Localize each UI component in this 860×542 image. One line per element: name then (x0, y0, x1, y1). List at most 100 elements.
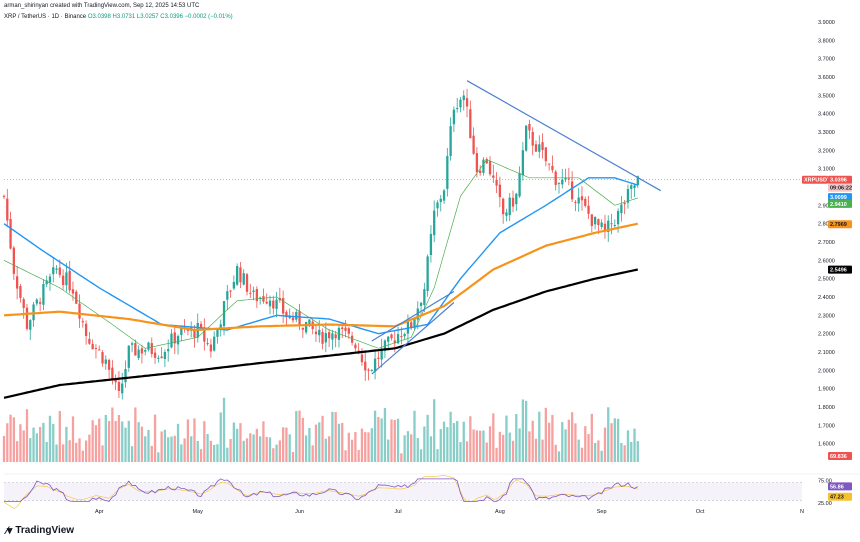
tradingview-brand[interactable]: ⁄▾ TradingView (6, 524, 74, 537)
candle-body[interactable] (607, 220, 610, 233)
candle-body[interactable] (124, 369, 127, 383)
candle-body[interactable] (584, 198, 587, 206)
candle-body[interactable] (71, 289, 75, 294)
candle-body[interactable] (137, 349, 140, 359)
ascending-channel-line[interactable] (371, 290, 455, 342)
candle-body[interactable] (94, 347, 98, 349)
candle-body[interactable] (590, 214, 593, 226)
candle-body[interactable] (78, 303, 81, 319)
candle-body[interactable] (364, 361, 367, 371)
candle-body[interactable] (12, 247, 16, 274)
candle-body[interactable] (469, 109, 472, 139)
candle-body[interactable] (567, 178, 570, 180)
candle-body[interactable] (176, 336, 180, 345)
candle-body[interactable] (636, 176, 639, 185)
candle-body[interactable] (249, 292, 252, 294)
candle-body[interactable] (213, 336, 216, 351)
candle-body[interactable] (84, 323, 88, 337)
candle-body[interactable] (456, 108, 459, 110)
candle-body[interactable] (393, 340, 396, 344)
candle-body[interactable] (61, 275, 65, 285)
candle-body[interactable] (452, 109, 456, 125)
candle-body[interactable] (626, 189, 630, 203)
candle-body[interactable] (331, 333, 334, 340)
candle-body[interactable] (48, 276, 52, 283)
candle-body[interactable] (561, 179, 564, 185)
candle-body[interactable] (574, 201, 577, 203)
candle-body[interactable] (630, 185, 633, 190)
candle-body[interactable] (511, 197, 515, 207)
candle-body[interactable] (449, 126, 452, 157)
candle-body[interactable] (429, 233, 433, 255)
candle-body[interactable] (68, 270, 71, 291)
candle-body[interactable] (153, 352, 157, 358)
candle-body[interactable] (173, 332, 176, 344)
candle-body[interactable] (426, 256, 429, 291)
candle-body[interactable] (19, 286, 22, 298)
candle-body[interactable] (193, 329, 196, 338)
candle-body[interactable] (528, 123, 531, 131)
candle-body[interactable] (81, 321, 84, 323)
candle-body[interactable] (150, 343, 153, 354)
candle-body[interactable] (262, 296, 265, 302)
candle-body[interactable] (272, 300, 275, 309)
candle-body[interactable] (505, 212, 508, 216)
candle-body[interactable] (633, 185, 636, 188)
ascending-channel-line[interactable] (371, 302, 455, 375)
candle-body[interactable] (416, 308, 419, 320)
candle-body[interactable] (521, 150, 525, 176)
candle-body[interactable] (314, 331, 318, 335)
candle-body[interactable] (472, 135, 475, 154)
candle-body[interactable] (380, 348, 383, 360)
candle-body[interactable] (6, 198, 9, 221)
candle-body[interactable] (281, 298, 285, 314)
candle-body[interactable] (413, 319, 416, 328)
candle-body[interactable] (321, 331, 324, 344)
candle-body[interactable] (242, 273, 245, 285)
candle-body[interactable] (515, 193, 518, 205)
candle-body[interactable] (597, 219, 600, 226)
candle-body[interactable] (160, 356, 163, 359)
candle-body[interactable] (107, 359, 111, 370)
candle-body[interactable] (167, 349, 170, 352)
candle-body[interactable] (255, 289, 259, 302)
candle-body[interactable] (547, 163, 551, 165)
candle-body[interactable] (347, 328, 350, 334)
candle-body[interactable] (502, 198, 505, 215)
candle-body[interactable] (538, 144, 541, 152)
candle-body[interactable] (127, 345, 130, 368)
candle-body[interactable] (488, 160, 492, 175)
candle-body[interactable] (232, 281, 236, 289)
candle-body[interactable] (114, 379, 117, 383)
candle-body[interactable] (216, 328, 219, 337)
candle-body[interactable] (219, 324, 222, 330)
candle-body[interactable] (495, 179, 498, 186)
candle-body[interactable] (252, 290, 255, 292)
candle-body[interactable] (42, 283, 45, 305)
candle-body[interactable] (324, 333, 327, 343)
candle-body[interactable] (442, 190, 446, 201)
candle-body[interactable] (554, 171, 557, 185)
candle-body[interactable] (465, 98, 469, 107)
candle-body[interactable] (327, 332, 331, 339)
candle-body[interactable] (144, 350, 147, 352)
candle-body[interactable] (9, 218, 12, 249)
candle-body[interactable] (157, 357, 160, 359)
candle-body[interactable] (390, 334, 393, 339)
candle-body[interactable] (229, 290, 232, 292)
candle-body[interactable] (301, 327, 304, 330)
candle-body[interactable] (377, 357, 380, 359)
candle-body[interactable] (55, 268, 58, 270)
candle-body[interactable] (236, 266, 239, 285)
candle-body[interactable] (603, 223, 607, 230)
candle-body[interactable] (45, 280, 48, 285)
candle-body[interactable] (387, 336, 390, 342)
candle-body[interactable] (459, 99, 462, 108)
candle-body[interactable] (541, 142, 544, 151)
candle-body[interactable] (98, 349, 101, 351)
candle-body[interactable] (344, 327, 347, 331)
candle-body[interactable] (117, 382, 121, 391)
candle-body[interactable] (544, 147, 548, 162)
candle-body[interactable] (199, 323, 203, 329)
